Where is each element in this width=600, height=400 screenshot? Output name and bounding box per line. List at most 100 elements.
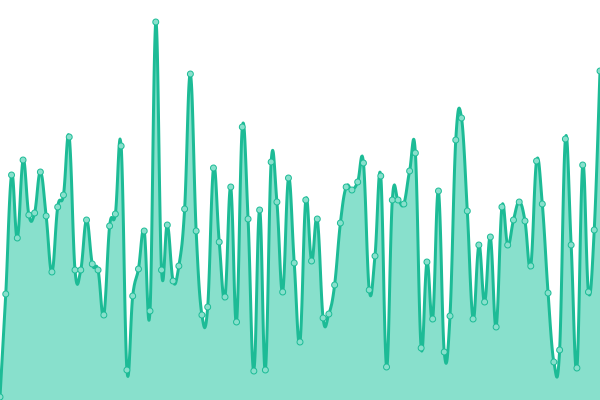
point — [88, 260, 96, 268]
point — [556, 346, 564, 354]
point — [250, 367, 258, 375]
point — [354, 178, 362, 186]
point — [584, 288, 592, 296]
point — [538, 200, 546, 208]
point — [267, 158, 275, 166]
point — [302, 196, 310, 204]
point — [313, 215, 321, 223]
point — [567, 241, 575, 249]
point — [411, 149, 419, 157]
point — [129, 292, 137, 300]
point — [527, 262, 535, 270]
point — [458, 114, 466, 122]
point — [0, 393, 4, 400]
point — [209, 164, 217, 172]
point — [521, 217, 529, 225]
point — [146, 307, 154, 315]
point — [65, 133, 73, 141]
point — [383, 363, 391, 371]
point — [486, 233, 494, 241]
point — [331, 281, 339, 289]
point — [140, 227, 148, 235]
point — [152, 18, 160, 26]
point — [573, 364, 581, 372]
point — [19, 156, 27, 164]
point — [192, 227, 200, 235]
point — [325, 310, 333, 318]
point — [77, 266, 85, 274]
point — [469, 315, 477, 323]
point — [54, 203, 62, 211]
point — [13, 234, 21, 242]
point — [221, 293, 229, 301]
point — [504, 241, 512, 249]
point — [440, 348, 448, 356]
point — [273, 198, 281, 206]
point — [579, 161, 587, 169]
point — [106, 222, 114, 230]
area-fill — [0, 21, 600, 400]
point — [215, 238, 223, 246]
point — [42, 212, 50, 220]
point — [481, 298, 489, 306]
point — [463, 207, 471, 215]
point — [434, 187, 442, 195]
point — [550, 358, 558, 366]
point — [377, 172, 385, 180]
point — [498, 203, 506, 211]
point — [71, 266, 79, 274]
point — [186, 70, 194, 78]
point — [169, 277, 177, 285]
point — [198, 311, 206, 319]
point — [590, 226, 598, 234]
point — [475, 241, 483, 249]
point — [181, 205, 189, 213]
point — [256, 206, 264, 214]
point — [429, 315, 437, 323]
point — [400, 200, 408, 208]
point — [36, 168, 44, 176]
point — [204, 303, 212, 311]
point — [48, 268, 56, 276]
point — [452, 136, 460, 144]
point — [279, 288, 287, 296]
point — [533, 157, 541, 165]
point — [394, 196, 402, 204]
point — [8, 171, 16, 179]
point — [284, 174, 292, 182]
point — [515, 198, 523, 206]
point — [308, 257, 316, 265]
point — [175, 262, 183, 270]
point — [233, 318, 241, 326]
point — [244, 215, 252, 223]
point — [123, 366, 131, 374]
point — [417, 344, 425, 352]
point — [446, 312, 454, 320]
point — [406, 167, 414, 175]
point — [2, 290, 10, 298]
point — [388, 196, 396, 204]
point — [336, 219, 344, 227]
point — [31, 209, 39, 217]
point — [83, 216, 91, 224]
point — [238, 123, 246, 131]
point — [544, 289, 552, 297]
point — [261, 366, 269, 374]
point — [111, 210, 119, 218]
point — [134, 265, 142, 273]
point — [492, 323, 500, 331]
point — [423, 258, 431, 266]
point — [561, 135, 569, 143]
point — [94, 266, 102, 274]
point — [25, 211, 33, 219]
point — [59, 191, 67, 199]
point — [163, 221, 171, 229]
point — [117, 142, 125, 150]
point — [100, 311, 108, 319]
point — [158, 266, 166, 274]
point — [359, 159, 367, 167]
point — [596, 67, 600, 75]
point — [227, 183, 235, 191]
point — [296, 338, 304, 346]
